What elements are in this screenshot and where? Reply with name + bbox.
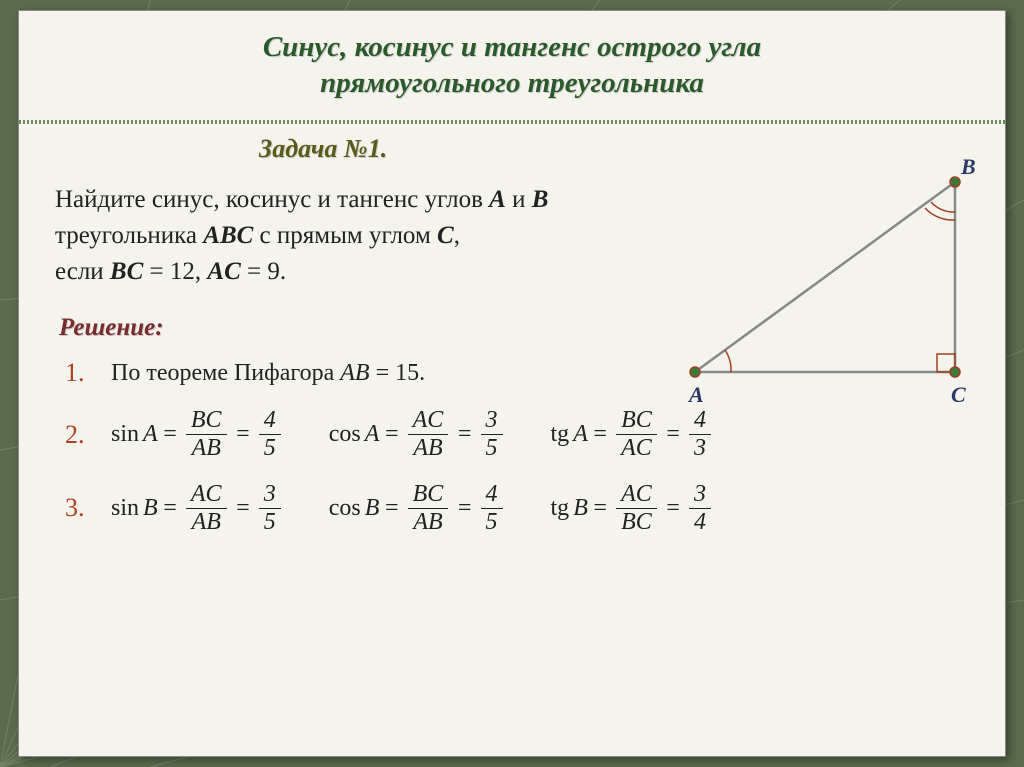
vertex-label-c: C bbox=[951, 382, 966, 408]
triangle-figure: A B C bbox=[665, 162, 995, 422]
step-num-1: 1. bbox=[55, 358, 111, 388]
slide-title: Синус, косинус и тангенс острого угла пр… bbox=[19, 11, 1005, 114]
divider bbox=[19, 120, 1005, 124]
step-3: 3. sinB= ACAB = 35 cosB= BCAB = 45 tgB= … bbox=[55, 482, 969, 535]
slide: Синус, косинус и тангенс острого угла пр… bbox=[18, 10, 1006, 757]
vertex-label-a: A bbox=[689, 382, 704, 408]
title-line-1: Синус, косинус и тангенс острого угла bbox=[39, 29, 985, 65]
step-num-3: 3. bbox=[55, 493, 111, 523]
step-num-2: 2. bbox=[55, 420, 111, 450]
title-line-2: прямоугольного треугольника bbox=[39, 65, 985, 101]
problem-statement: Найдите синус, косинус и тангенс углов A… bbox=[55, 182, 675, 291]
task-label: Задача №1. bbox=[259, 134, 1005, 164]
vertex-label-b: B bbox=[961, 154, 976, 180]
